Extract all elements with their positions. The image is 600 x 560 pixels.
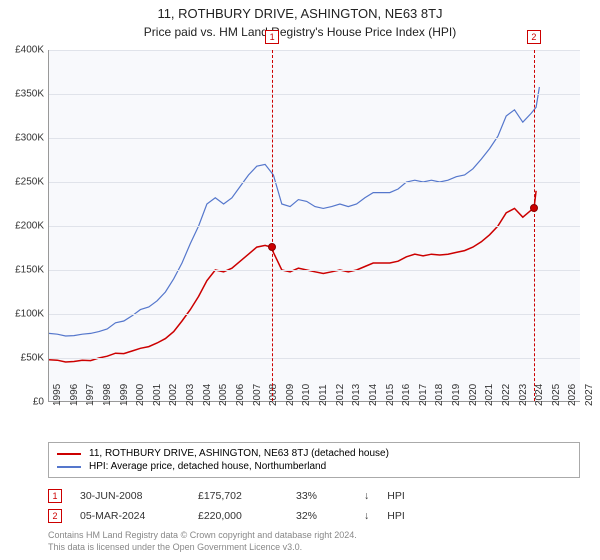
- legend-swatch-property: [57, 453, 81, 455]
- x-axis-label: 1996: [69, 384, 80, 406]
- gridline: [49, 50, 580, 51]
- x-axis-label: 2006: [235, 384, 246, 406]
- gridline: [49, 358, 580, 359]
- sale-suffix-2: HPI: [387, 510, 405, 522]
- gridline: [49, 138, 580, 139]
- sale-date-2: 05-MAR-2024: [80, 510, 180, 522]
- title-block: 11, ROTHBURY DRIVE, ASHINGTON, NE63 8TJ …: [0, 0, 600, 39]
- sale-delta-1: 33%: [296, 490, 346, 502]
- legend-label-property: 11, ROTHBURY DRIVE, ASHINGTON, NE63 8TJ …: [89, 448, 389, 459]
- y-axis-label: £0: [4, 397, 44, 408]
- x-axis-label: 2025: [551, 384, 562, 406]
- x-axis-label: 2007: [252, 384, 263, 406]
- title-subtitle: Price paid vs. HM Land Registry's House …: [0, 25, 600, 39]
- x-axis-label: 2004: [202, 384, 213, 406]
- x-axis-label: 2023: [518, 384, 529, 406]
- sale-marker-2: 2: [48, 509, 62, 523]
- x-axis-label: 2001: [152, 384, 163, 406]
- sale-arrow-1: ↓: [364, 490, 369, 502]
- x-axis-label: 1998: [102, 384, 113, 406]
- chart-container: 11, ROTHBURY DRIVE, ASHINGTON, NE63 8TJ …: [0, 0, 600, 560]
- footer: Contains HM Land Registry data © Crown c…: [48, 530, 357, 553]
- marker-point-1: [268, 243, 276, 251]
- gridline: [49, 182, 580, 183]
- x-axis-label: 2027: [584, 384, 595, 406]
- marker-line-2: [534, 50, 535, 401]
- y-axis-label: £150K: [4, 265, 44, 276]
- y-axis-label: £50K: [4, 353, 44, 364]
- gridline: [49, 270, 580, 271]
- legend-label-hpi: HPI: Average price, detached house, Nort…: [89, 461, 326, 472]
- x-axis-label: 1999: [119, 384, 130, 406]
- footer-line-1: Contains HM Land Registry data © Crown c…: [48, 530, 357, 542]
- gridline: [49, 226, 580, 227]
- x-axis-label: 2020: [468, 384, 479, 406]
- legend: 11, ROTHBURY DRIVE, ASHINGTON, NE63 8TJ …: [48, 442, 580, 478]
- x-axis-label: 2013: [351, 384, 362, 406]
- x-axis-label: 2002: [168, 384, 179, 406]
- footer-line-2: This data is licensed under the Open Gov…: [48, 542, 357, 554]
- x-axis-label: 2000: [135, 384, 146, 406]
- y-axis-label: £250K: [4, 177, 44, 188]
- sale-delta-2: 32%: [296, 510, 346, 522]
- line-property: [49, 191, 536, 362]
- sale-price-1: £175,702: [198, 490, 278, 502]
- sale-row-2: 2 05-MAR-2024 £220,000 32% ↓ HPI: [48, 506, 580, 526]
- y-axis-label: £400K: [4, 45, 44, 56]
- gridline: [49, 314, 580, 315]
- x-axis-label: 2017: [418, 384, 429, 406]
- legend-row-hpi: HPI: Average price, detached house, Nort…: [57, 460, 571, 473]
- y-axis-label: £350K: [4, 89, 44, 100]
- chart-plot-area: £0£50K£100K£150K£200K£250K£300K£350K£400…: [48, 50, 580, 402]
- x-axis-label: 2021: [484, 384, 495, 406]
- marker-point-2: [530, 204, 538, 212]
- sale-date-1: 30-JUN-2008: [80, 490, 180, 502]
- x-axis-label: 2024: [534, 384, 545, 406]
- sale-row-1: 1 30-JUN-2008 £175,702 33% ↓ HPI: [48, 486, 580, 506]
- marker-line-1: [272, 50, 273, 401]
- x-axis-label: 2026: [567, 384, 578, 406]
- y-axis-label: £300K: [4, 133, 44, 144]
- x-axis-label: 2019: [451, 384, 462, 406]
- x-axis-label: 1997: [85, 384, 96, 406]
- x-axis-label: 2011: [318, 384, 329, 406]
- sales-table: 1 30-JUN-2008 £175,702 33% ↓ HPI 2 05-MA…: [48, 486, 580, 526]
- marker-box-2: 2: [527, 30, 541, 44]
- line-hpi: [49, 87, 539, 336]
- x-axis-label: 2022: [501, 384, 512, 406]
- x-axis-label: 1995: [52, 384, 63, 406]
- x-axis-label: 2018: [434, 384, 445, 406]
- sale-arrow-2: ↓: [364, 510, 369, 522]
- x-axis-label: 2009: [285, 384, 296, 406]
- x-axis-label: 2016: [401, 384, 412, 406]
- x-axis-label: 2015: [385, 384, 396, 406]
- legend-row-property: 11, ROTHBURY DRIVE, ASHINGTON, NE63 8TJ …: [57, 447, 571, 460]
- x-axis-label: 2014: [368, 384, 379, 406]
- x-axis-label: 2003: [185, 384, 196, 406]
- x-axis-label: 2008: [268, 384, 279, 406]
- x-axis-label: 2012: [335, 384, 346, 406]
- sale-price-2: £220,000: [198, 510, 278, 522]
- title-address: 11, ROTHBURY DRIVE, ASHINGTON, NE63 8TJ: [0, 6, 600, 21]
- sale-marker-1: 1: [48, 489, 62, 503]
- legend-swatch-hpi: [57, 466, 81, 468]
- x-axis-label: 2005: [218, 384, 229, 406]
- sale-suffix-1: HPI: [387, 490, 405, 502]
- x-axis-label: 2010: [301, 384, 312, 406]
- marker-box-1: 1: [265, 30, 279, 44]
- y-axis-label: £200K: [4, 221, 44, 232]
- y-axis-label: £100K: [4, 309, 44, 320]
- gridline: [49, 94, 580, 95]
